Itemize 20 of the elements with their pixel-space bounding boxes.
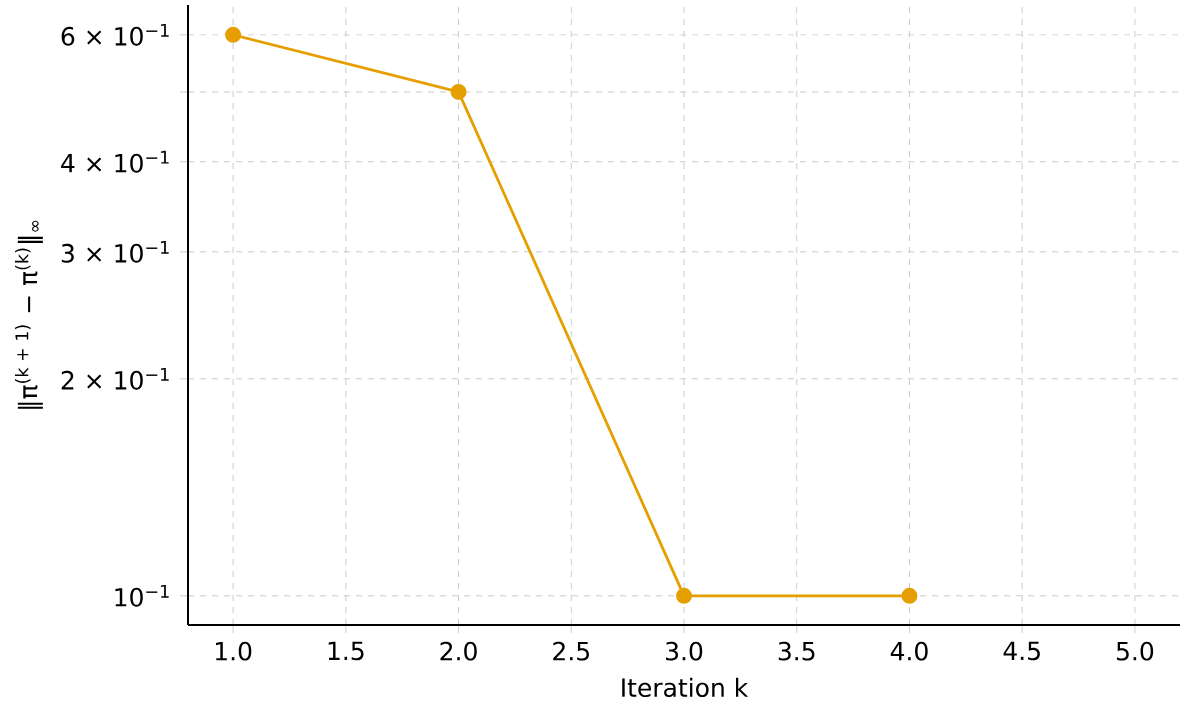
point xyxy=(901,587,918,604)
x-tick-label: 3.0 xyxy=(666,641,703,661)
y-tick-label: 3 × 10$^{−1}$ xyxy=(61,240,169,263)
x-tick-label: 2.5 xyxy=(553,641,589,661)
x-tick-label: 3.5 xyxy=(778,641,815,661)
point xyxy=(225,26,242,43)
x-axis-title: Iteration k xyxy=(622,677,749,698)
y-tick-label: 6 × 10$^{−1}$ xyxy=(61,23,169,46)
point xyxy=(676,587,693,604)
y-tick-label: 2 × 10$^{−1}$ xyxy=(61,367,169,390)
x-tick-label: 5.0 xyxy=(1116,641,1154,661)
x-tick-label: 2.0 xyxy=(440,641,477,661)
x-tick-label: 4.0 xyxy=(890,641,928,661)
y-tick-label: 10$^{−1}$ xyxy=(115,584,169,607)
y-axis-title: ‖π$^{(k + 1)}$ − π$^{(k)}$‖$_{∞}$ xyxy=(14,220,43,409)
x-tick-label: 1.0 xyxy=(215,641,252,661)
point xyxy=(450,83,467,100)
x-tick-label: 1.5 xyxy=(328,641,364,661)
x-tick-label: 4.5 xyxy=(1003,641,1040,661)
y-tick-label: 4 × 10$^{−1}$ xyxy=(61,150,169,173)
